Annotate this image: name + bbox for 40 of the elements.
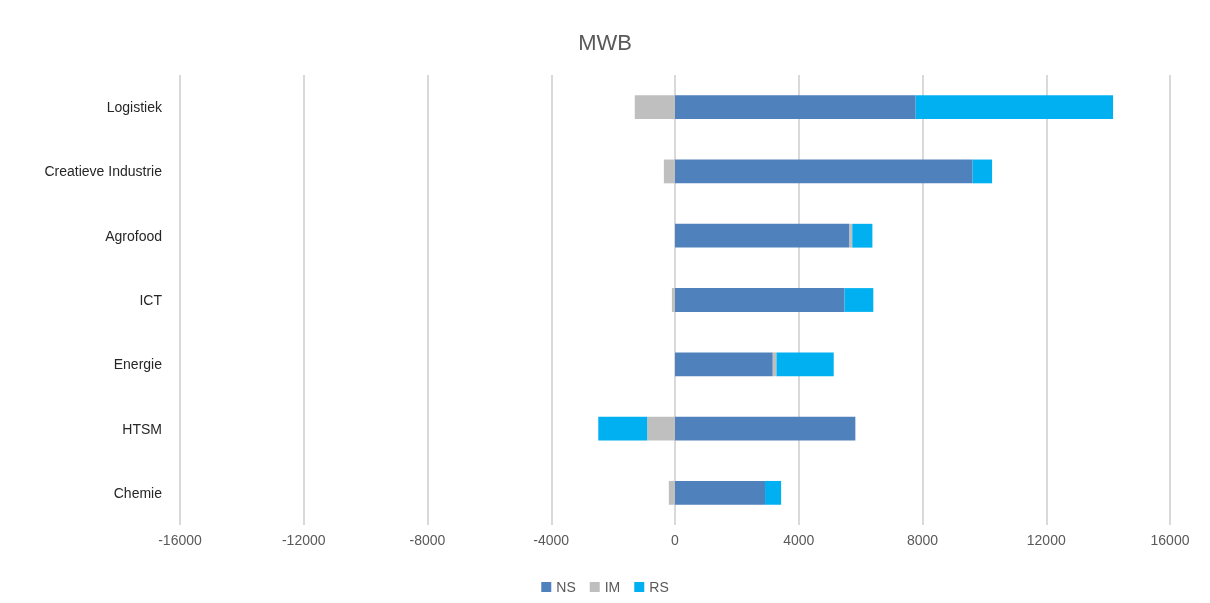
bar bbox=[765, 480, 782, 505]
bar bbox=[647, 416, 675, 441]
x-tick-label: 12000 bbox=[1026, 532, 1066, 548]
y-tick-label: HTSM bbox=[122, 420, 162, 437]
y-tick-label: Chemie bbox=[113, 484, 163, 501]
bar bbox=[675, 480, 766, 505]
bar bbox=[634, 95, 675, 120]
bar bbox=[668, 480, 675, 505]
bar bbox=[844, 288, 874, 312]
y-tick-label: Energie bbox=[113, 356, 163, 373]
x-tick-label: -8000 bbox=[409, 532, 446, 548]
bar bbox=[675, 223, 850, 248]
bar bbox=[852, 223, 873, 248]
bar bbox=[663, 159, 675, 184]
y-tick-label: ICT bbox=[139, 292, 163, 308]
bar bbox=[675, 416, 856, 441]
bar bbox=[671, 288, 675, 312]
bar bbox=[776, 352, 834, 377]
legend-label: NS bbox=[556, 579, 576, 595]
chart-title: MWB bbox=[578, 29, 632, 55]
bar bbox=[675, 352, 773, 377]
bar bbox=[972, 159, 993, 184]
bar bbox=[915, 95, 1114, 120]
y-tick-label: Logistiek bbox=[106, 99, 163, 116]
bar bbox=[598, 416, 648, 441]
bar bbox=[675, 95, 916, 120]
x-tick-label: -4000 bbox=[533, 532, 570, 548]
x-tick-label: -12000 bbox=[281, 532, 326, 548]
x-tick-label: -16000 bbox=[158, 532, 203, 548]
x-tick-label: 4000 bbox=[783, 532, 815, 548]
bar bbox=[675, 288, 845, 312]
x-tick-label: 16000 bbox=[1150, 532, 1190, 548]
x-tick-label: 8000 bbox=[906, 532, 939, 548]
bar bbox=[675, 159, 973, 184]
y-tick-label: Creatieve Industrie bbox=[44, 163, 163, 180]
legend-label: IM bbox=[604, 579, 621, 595]
x-tick-label: 0 bbox=[671, 532, 680, 548]
y-tick-label: Agrofood bbox=[105, 227, 162, 244]
legend-label: RS bbox=[649, 579, 669, 595]
bar bbox=[849, 223, 853, 248]
